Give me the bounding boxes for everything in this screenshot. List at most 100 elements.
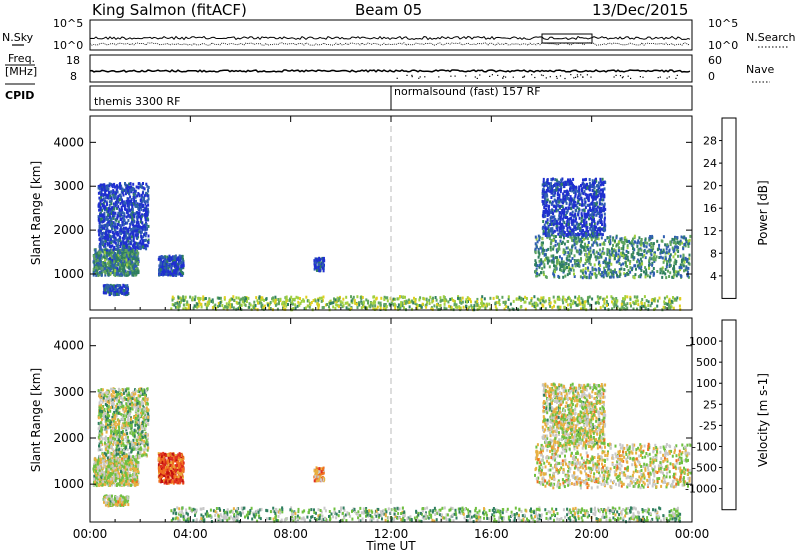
range-gate-cell <box>627 259 629 262</box>
range-gate-cell <box>552 178 554 181</box>
range-gate-cell <box>663 271 665 274</box>
range-gate-cell <box>603 243 605 246</box>
range-gate-cell <box>659 271 661 274</box>
range-gate-cell <box>548 297 550 300</box>
range-gate-cell <box>557 275 559 278</box>
range-gate-cell <box>307 305 309 308</box>
range-gate-cell <box>554 220 556 223</box>
range-gate-cell <box>105 263 107 266</box>
range-gate-cell <box>496 295 498 298</box>
cpid-mode-2: normalsound (fast) 157 RF <box>394 85 541 98</box>
range-gate-cell <box>345 302 347 305</box>
range-gate-cell <box>572 244 574 247</box>
range-gate-cell <box>140 199 142 202</box>
range-gate-cell <box>569 218 571 221</box>
range-gate-cell <box>589 182 591 185</box>
range-gate-cell <box>322 264 324 267</box>
range-gate-cell <box>566 216 568 219</box>
range-gate-cell <box>114 223 116 226</box>
range-gate-cell <box>641 298 643 301</box>
range-gate-cell <box>106 269 108 272</box>
range-gate-cell <box>653 267 655 270</box>
range-gate-cell <box>142 192 144 195</box>
range-gate-cell <box>363 302 365 305</box>
range-gate-cell <box>104 251 106 254</box>
range-gate-cell <box>120 229 122 232</box>
range-gate-cell <box>557 306 559 309</box>
range-gate-cell <box>116 293 118 296</box>
range-gate-cell <box>663 235 665 238</box>
range-gate-cell <box>484 306 486 309</box>
range-gate-cell <box>129 209 131 212</box>
range-gate-cell <box>666 295 668 298</box>
range-gate-cell <box>610 263 612 266</box>
range-gate-cell <box>647 274 649 277</box>
range-gate-cell <box>532 303 534 306</box>
range-gate-cell <box>247 297 249 300</box>
range-gate-cell <box>624 261 626 264</box>
range-gate-cell <box>604 187 606 190</box>
range-gate-cell <box>426 298 428 301</box>
velocity-scatter <box>93 383 692 524</box>
range-gate-cell <box>565 300 567 303</box>
range-gate-cell <box>679 297 681 300</box>
range-gate-cell <box>133 199 135 202</box>
range-gate-cell <box>633 264 635 267</box>
range-gate-cell <box>109 208 111 211</box>
range-gate-cell <box>562 220 564 223</box>
range-gate-cell <box>663 249 665 252</box>
range-gate-cell <box>668 304 670 307</box>
range-gate-cell <box>586 260 588 263</box>
range-gate-cell <box>370 304 372 307</box>
range-gate-cell <box>556 225 558 228</box>
range-gate-cell <box>402 295 404 298</box>
range-gate-cell <box>601 203 603 206</box>
range-gate-cell <box>313 299 315 302</box>
range-gate-cell <box>378 301 380 304</box>
range-gate-cell <box>682 247 684 250</box>
range-gate-cell <box>373 295 375 298</box>
range-gate-cell <box>587 210 589 213</box>
range-gate-cell <box>658 244 660 247</box>
range-gate-cell <box>569 182 571 185</box>
range-gate-cell <box>110 217 112 220</box>
range-gate-cell <box>569 188 571 191</box>
range-gate-cell <box>317 307 319 310</box>
range-gate-cell <box>194 295 196 298</box>
range-gate-cell <box>586 230 588 233</box>
range-gate-cell <box>425 306 427 309</box>
range-gate-cell <box>470 304 472 307</box>
range-gate-cell <box>597 184 599 187</box>
nave-point <box>577 76 578 77</box>
range-gate-cell <box>612 271 614 274</box>
range-gate-cell <box>145 211 147 214</box>
range-gate-cell <box>493 297 495 300</box>
range-gate-cell <box>612 239 614 242</box>
nave-point <box>513 77 514 78</box>
range-gate-cell <box>648 259 650 262</box>
nave-point <box>616 75 617 76</box>
range-gate-cell <box>127 204 129 207</box>
range-gate-cell <box>110 261 112 264</box>
range-gate-cell <box>131 236 133 239</box>
range-gate-cell <box>145 201 147 204</box>
range-gate-cell <box>200 297 202 300</box>
range-gate-cell <box>660 268 662 271</box>
nave-point <box>658 77 659 78</box>
range-gate-cell <box>687 267 689 270</box>
range-gate-cell <box>577 297 579 300</box>
range-gate-cell <box>631 240 633 243</box>
nave-point <box>397 78 398 79</box>
range-gate-cell <box>544 254 546 257</box>
range-gate-cell <box>637 303 639 306</box>
range-gate-cell <box>598 261 600 264</box>
range-gate-cell <box>688 262 690 265</box>
range-gate-cell <box>674 261 676 264</box>
range-gate-cell <box>192 296 194 299</box>
range-gate-cell <box>557 200 559 203</box>
range-gate-cell <box>630 305 632 308</box>
range-gate-cell <box>688 245 690 248</box>
range-gate-cell <box>607 262 609 265</box>
range-gate-cell <box>585 234 587 237</box>
range-gate-cell <box>669 249 671 252</box>
